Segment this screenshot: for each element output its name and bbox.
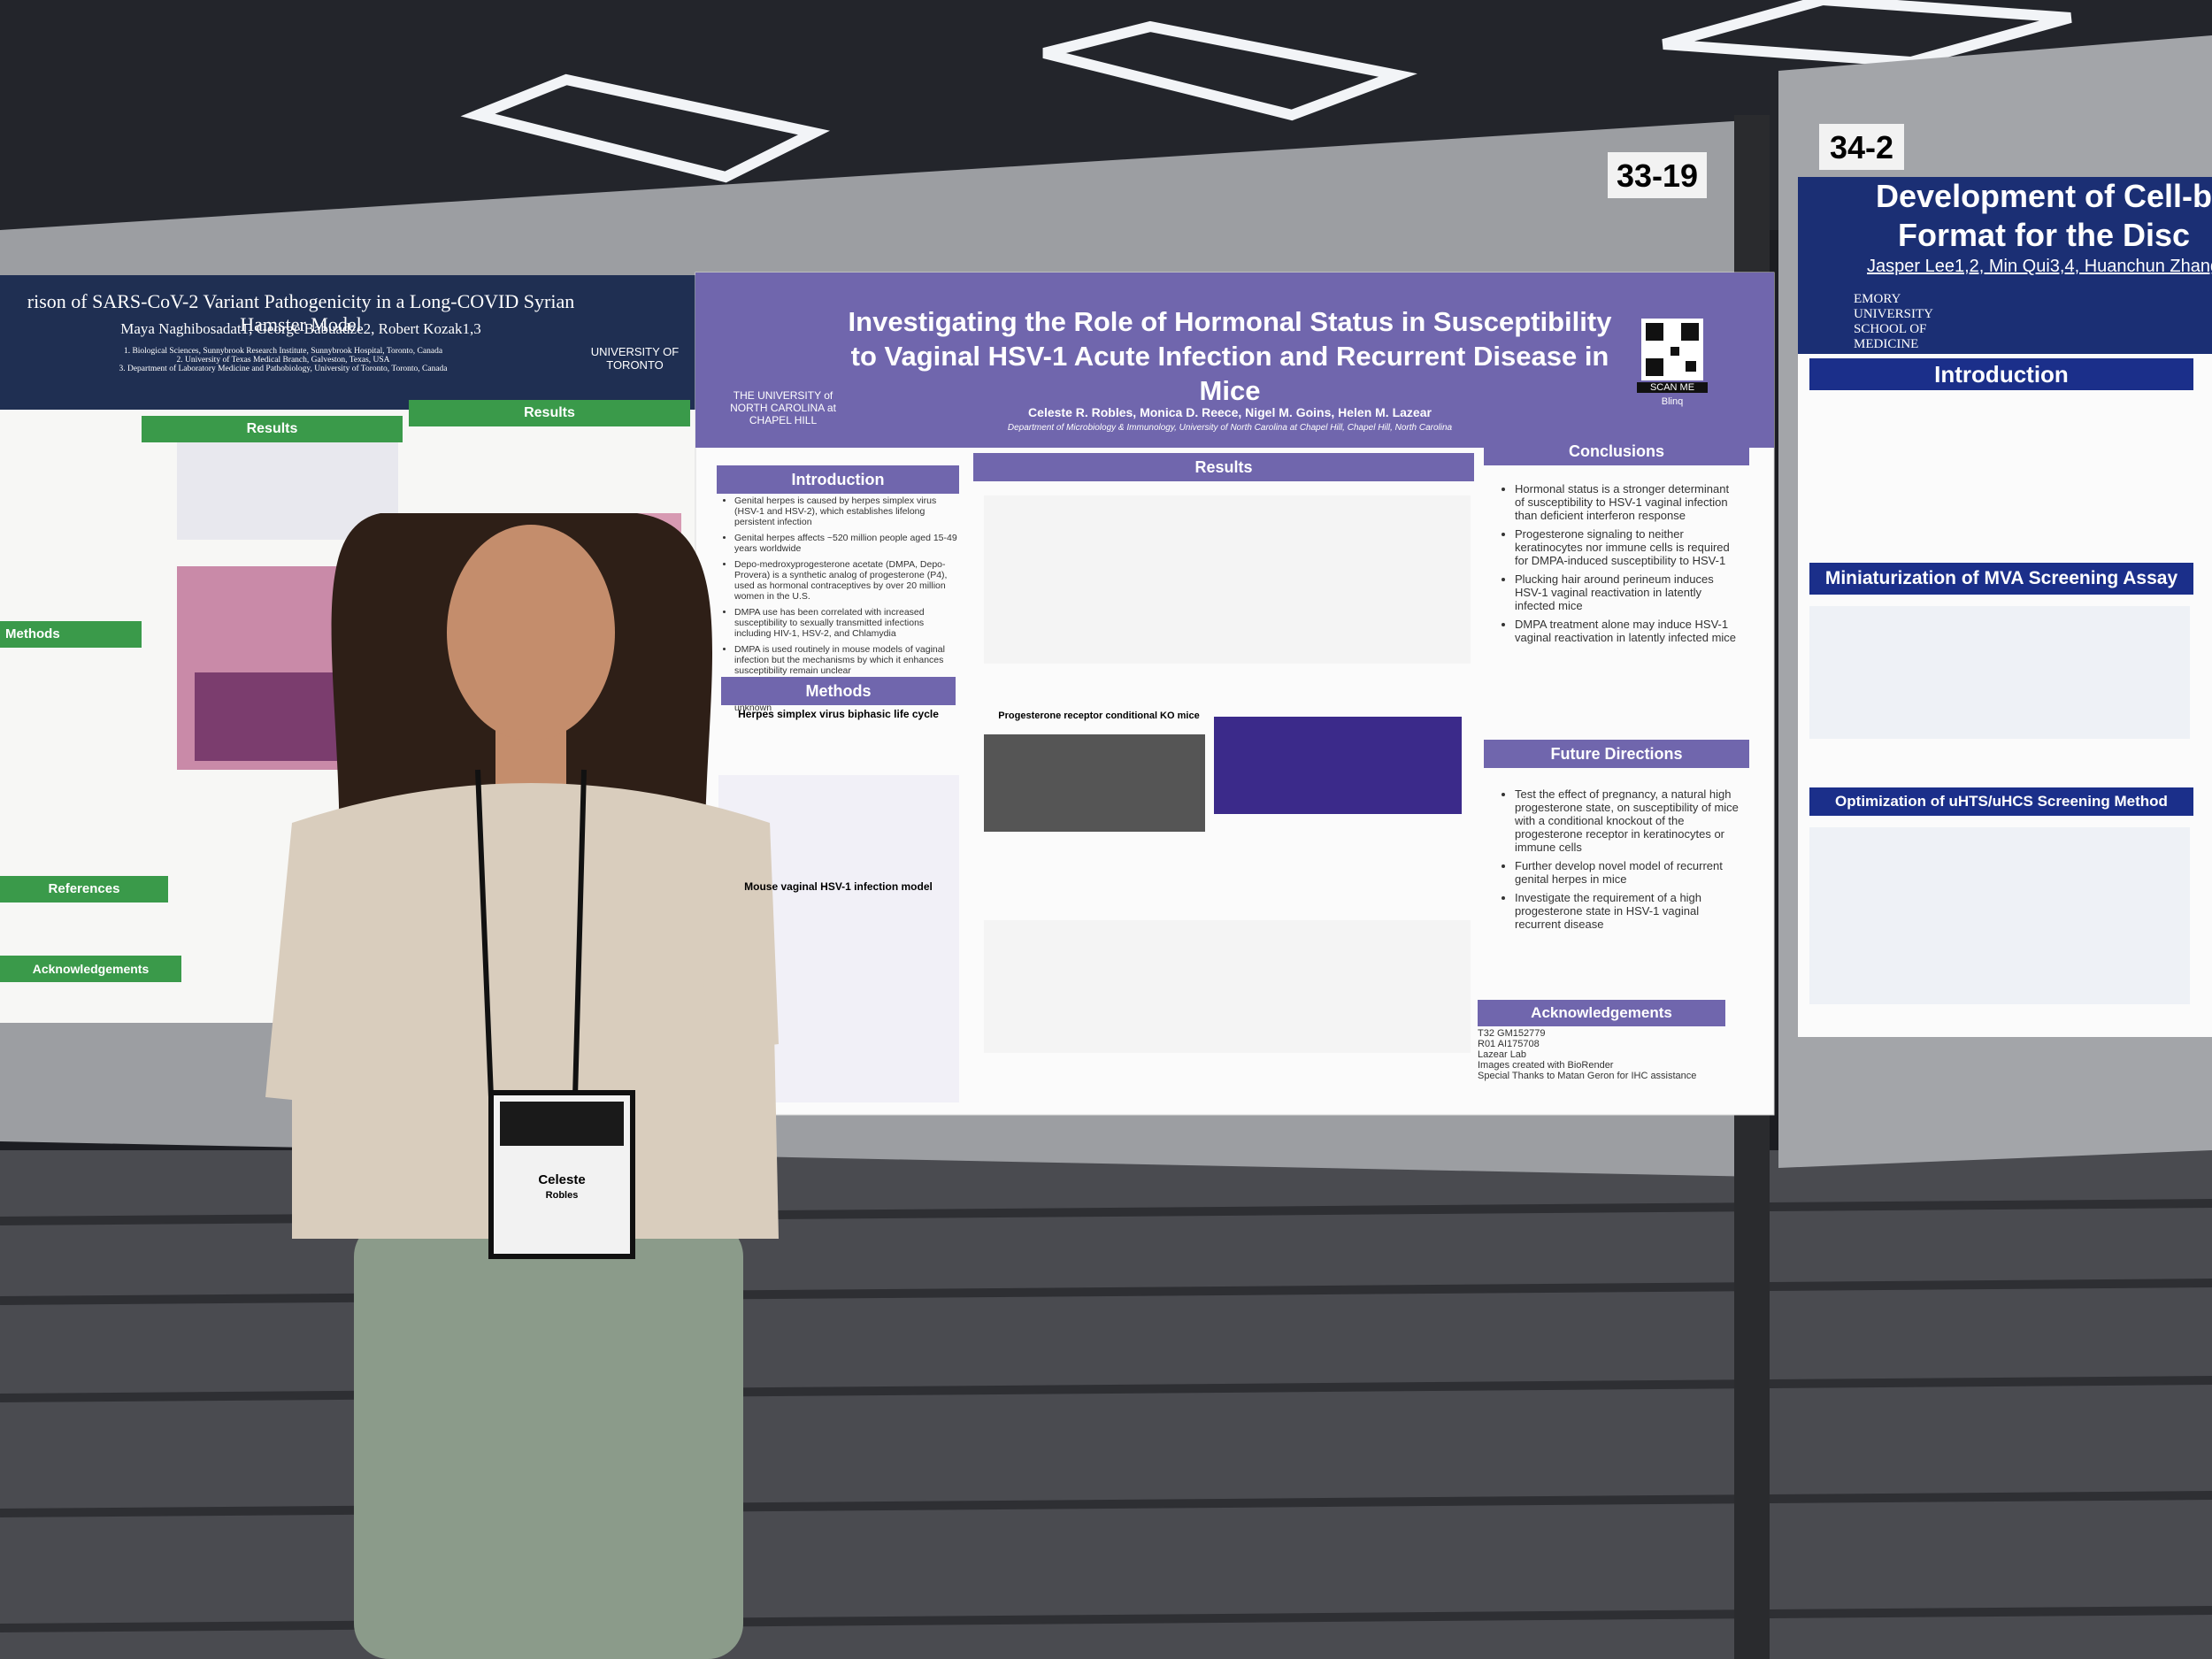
- qr-pattern: [1646, 323, 1699, 376]
- text-line: Development of Cell-bas: [1876, 178, 2212, 214]
- acknowledgement-lines: T32 GM152779 R01 AI175708 Lazear Lab Images…: [1478, 1028, 1743, 1081]
- poster-header: [1798, 177, 2212, 354]
- section-heading: Acknowledgements: [0, 956, 181, 982]
- ceiling-light: [460, 73, 830, 183]
- person: [265, 513, 779, 1659]
- section-heading: Introduction: [1809, 358, 2193, 390]
- poster-title: Development of Cell-bas Format for the Di…: [1876, 177, 2212, 255]
- section-heading: Results: [142, 416, 403, 442]
- poster-affiliation: Department of Microbiology & Immunology,…: [1007, 423, 1453, 433]
- section-heading: Results: [973, 453, 1474, 481]
- poster-authors: Jasper Lee1,2, Min Qui3,4, Huanchun Zhan…: [1867, 257, 2212, 276]
- section-heading: Future Directions: [1484, 740, 1749, 768]
- bullet-list: Test the effect of pregnancy, a natural …: [1495, 787, 1739, 931]
- university-logo-text: UNIVERSITY OF TORONTO: [590, 345, 680, 372]
- poster-header: [0, 275, 695, 410]
- poster-authors: Maya Naghibosadat1, George Babuadze2, Ro…: [120, 320, 481, 337]
- chart-panels: [1809, 606, 2190, 1004]
- qr-caption: SCAN ME: [1637, 382, 1708, 393]
- bullet-item: Progesterone signaling to neither kerati…: [1515, 527, 1739, 567]
- bullet-list: Hormonal status is a stronger determinan…: [1495, 482, 1739, 644]
- poster-authors: Celeste R. Robles, Monica D. Reece, Nige…: [1028, 405, 1432, 419]
- board-number: 33-19: [1616, 157, 1699, 194]
- bullet-item: DMPA treatment alone may induce HSV-1 va…: [1515, 618, 1739, 644]
- bullet-item: DMPA use has been correlated with increa…: [734, 607, 963, 639]
- bullet-item: Plucking hair around perineum induces HS…: [1515, 572, 1739, 612]
- section-heading: Methods: [0, 621, 142, 648]
- university-logo-text: THE UNIVERSITY of NORTH CAROLINA at CHAP…: [730, 389, 836, 426]
- school-logo-text: EMORY UNIVERSITY SCHOOL OF MEDICINE: [1854, 292, 1933, 351]
- qr-brand: Blinq: [1661, 396, 1684, 407]
- text-line: Lazear Lab: [1478, 1049, 1527, 1060]
- bullet-item: DMPA is used routinely in mouse models o…: [734, 644, 963, 676]
- board-number-box: [1608, 152, 1707, 198]
- text-line: Special Thanks to Matan Geron for IHC as…: [1478, 1071, 1697, 1081]
- section-heading: Miniaturization of MVA Screening Assay: [1809, 563, 2193, 595]
- section-body: Test the effect of pregnancy, a natural …: [1495, 787, 1739, 936]
- badge-first-name: Celeste: [538, 1172, 586, 1187]
- poster-title: Investigating the Role of Hormonal Statu…: [848, 306, 1612, 406]
- ceiling-light: [1042, 20, 1417, 121]
- bullet-item: Test the effect of pregnancy, a natural …: [1515, 787, 1739, 854]
- section-heading: Optimization of uHTS/uHCS Screening Meth…: [1809, 787, 2193, 816]
- ceiling-light: [1662, 0, 2072, 68]
- bullet-item: Hormonal status is a stronger determinan…: [1515, 482, 1739, 522]
- section-heading: References: [0, 876, 168, 902]
- text-line: T32 GM152779: [1478, 1028, 1546, 1039]
- text-line: 1. Biological Sciences, Sunnybrook Resea…: [123, 347, 443, 356]
- text-line: 3. Department of Laboratory Medicine and…: [119, 365, 448, 373]
- bullet-item: Depo-medroxyprogesterone acetate (DMPA, …: [734, 559, 963, 602]
- figure-subheading: Mouse vaginal HSV-1 infection model: [744, 880, 933, 893]
- bullet-item: Genital herpes is caused by herpes simpl…: [734, 495, 963, 527]
- text-line: R01 AI175708: [1478, 1039, 1540, 1049]
- section-heading: Conclusions: [1484, 437, 1749, 465]
- section-heading: Methods: [721, 677, 956, 705]
- results-figures: [984, 495, 1471, 1053]
- figure-subheading: Herpes simplex virus biphasic life cycle: [738, 708, 939, 720]
- bullet-item: Investigate the requirement of a high pr…: [1515, 891, 1739, 931]
- badge-last-name: Robles: [545, 1190, 579, 1201]
- bullet-item: Further develop novel model of recurrent…: [1515, 859, 1739, 886]
- figure-subheading: Progesterone receptor conditional KO mic…: [998, 710, 1200, 721]
- section-heading: Introduction: [717, 465, 959, 494]
- board-number-box: [1819, 124, 1904, 170]
- poster-header: [695, 273, 1774, 448]
- poster-title: rison of SARS-CoV-2 Variant Pathogenicit…: [27, 290, 575, 335]
- text-line: Images created with BioRender: [1478, 1060, 1614, 1071]
- section-heading: Results: [409, 400, 690, 426]
- text-line: Format for the Disc: [1897, 217, 2191, 253]
- bullet-item: Genital herpes affects ~520 million peop…: [734, 533, 963, 554]
- board-number: 34-2: [1829, 129, 1894, 165]
- text-line: 2. University of Texas Medical Branch, G…: [176, 356, 390, 365]
- section-heading: Acknowledgements: [1478, 1000, 1725, 1026]
- section-body: Hormonal status is a stronger determinan…: [1495, 482, 1739, 649]
- affiliations: 1. Biological Sciences, Sunnybrook Resea…: [0, 347, 566, 373]
